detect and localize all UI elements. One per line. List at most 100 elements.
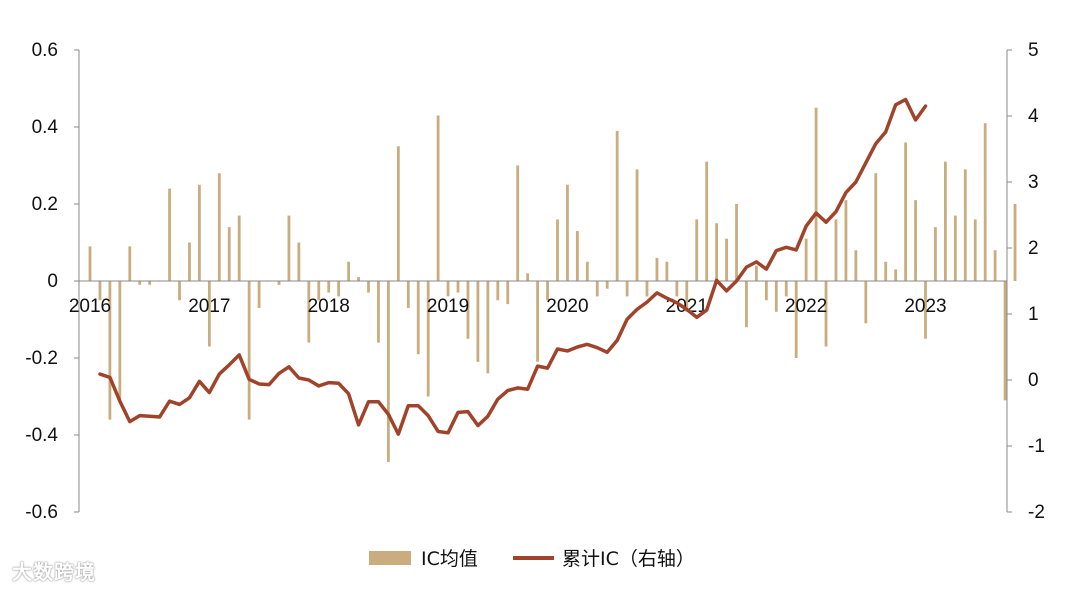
ic-mean-bar [367, 281, 370, 293]
ic-mean-bar [844, 200, 848, 281]
x-tick-label: 2022 [785, 296, 827, 317]
right-tick-label: 1 [1028, 304, 1039, 325]
ic-mean-bar [138, 281, 142, 285]
ic-mean-bar [575, 230, 579, 281]
ic-mean-bar [655, 257, 659, 281]
left-tick-label: -0.2 [25, 348, 58, 369]
ic-mean-bar [735, 204, 738, 281]
ic-mean-bar [178, 281, 181, 301]
ic-mean-bar [426, 281, 430, 397]
ic-mean-bar [327, 281, 331, 293]
right-tick-label: 4 [1028, 106, 1039, 127]
ic-mean-bar [645, 281, 649, 297]
ic-mean-bar [595, 281, 599, 297]
ic-mean-bar [237, 215, 241, 281]
ic-mean-bar [436, 115, 440, 281]
ic-mean-bar [884, 261, 888, 281]
ic-mean-bar [386, 281, 390, 462]
ic-mean-bar [526, 273, 530, 281]
right-tick-label: 3 [1028, 172, 1039, 193]
ic-mean-bar [755, 265, 758, 281]
ic-mean-bar [874, 173, 878, 281]
ic-mean-bar [247, 281, 251, 420]
x-tick-label: 2023 [904, 296, 946, 317]
ic-mean-bar [695, 219, 699, 281]
ic-mean-bar [476, 281, 480, 362]
ic-mean-bar [416, 281, 420, 355]
ic-mean-bar [108, 281, 112, 420]
ic-mean-bar [983, 123, 987, 282]
ic-mean-bar [675, 281, 679, 297]
ic-mean-bar [1003, 281, 1007, 401]
left-tick-label: 0.6 [32, 40, 58, 61]
ic-mean-bar [546, 281, 549, 301]
ic-mean-bar [347, 261, 351, 281]
ic-mean-bar [566, 184, 569, 281]
legend-swatch-ic-mean [369, 551, 411, 565]
ic-mean-bar [715, 223, 719, 281]
right-tick-label: -2 [1028, 502, 1045, 523]
right-tick-label: 0 [1028, 370, 1039, 391]
ic-mean-bar [725, 238, 728, 281]
ic-mean-bar [536, 281, 539, 362]
cumulative-ic-line [98, 97, 928, 436]
ic-mean-bar [88, 246, 92, 281]
right-tick-label: -1 [1028, 436, 1045, 457]
ic-mean-bar [745, 281, 748, 328]
ic-mean-bar [834, 219, 838, 281]
ic-mean-bar [98, 281, 102, 301]
x-tick-label: 2018 [308, 296, 350, 317]
ic-mean-bars [88, 107, 1017, 462]
ic-mean-bar [904, 142, 908, 281]
x-tick-label: 2017 [188, 296, 230, 317]
ic-mean-bar [625, 281, 629, 297]
ic-mean-bar [914, 200, 917, 281]
ic-mean-bar [635, 169, 639, 281]
ic-mean-bar [486, 281, 490, 374]
left-tick-label: 0.2 [32, 194, 58, 215]
ic-mean-bar [943, 161, 947, 281]
legend-label-cumulative-ic: 累计IC（右轴） [562, 548, 695, 570]
ic-mean-bar [188, 242, 191, 281]
right-tick-label: 5 [1028, 40, 1039, 61]
ic-mean-bar [1013, 204, 1017, 281]
x-tick-label: 2019 [427, 296, 469, 317]
ic-mean-bar [337, 281, 341, 297]
ic-mean-bar [585, 261, 589, 281]
ic-mean-bar [993, 250, 997, 281]
left-y-axis: 0.6 0.4 0.2 0 -0.2 -0.4 -0.6 [25, 40, 80, 523]
ic-mean-bar [804, 238, 808, 281]
ic-mean-bar [665, 261, 669, 281]
ic-mean-bar [973, 219, 977, 281]
ic-mean-bar [406, 281, 410, 308]
ic-mean-bar [864, 281, 868, 324]
ic-mean-bar [168, 188, 171, 281]
x-tick-label: 2020 [546, 296, 588, 317]
ic-mean-bar [217, 173, 221, 281]
right-tick-label: 2 [1028, 238, 1039, 259]
ic-mean-bar [605, 281, 609, 289]
ic-mean-bar [894, 269, 898, 281]
cumulative-ic-line-layer [98, 97, 928, 436]
ic-mean-bar [615, 130, 619, 281]
right-y-axis: 5 4 3 2 1 0 -1 -2 [1006, 40, 1045, 523]
ic-mean-bar [516, 165, 520, 281]
ic-mean-bar [506, 281, 510, 305]
ic-mean-bar [307, 281, 311, 343]
ic-mean-bar [148, 281, 152, 285]
ic-mean-bar [764, 281, 768, 301]
ic-mean-bar [496, 281, 500, 301]
ic-mean-bar [456, 281, 460, 293]
ic-mean-bar [784, 281, 788, 297]
ic-mean-bar [794, 281, 798, 358]
ic-mean-bar [198, 184, 201, 281]
ic-mean-bar [377, 281, 380, 343]
x-tick-label: 2016 [69, 296, 111, 317]
ic-mean-bar [824, 281, 828, 347]
ic-mean-bar [297, 242, 301, 281]
ic-mean-bar [446, 281, 450, 297]
watermark: 大数跨境 [12, 560, 96, 584]
ic-mean-bar [774, 281, 778, 312]
ic-mean-bar [287, 215, 291, 281]
ic-mean-bar [924, 281, 927, 339]
